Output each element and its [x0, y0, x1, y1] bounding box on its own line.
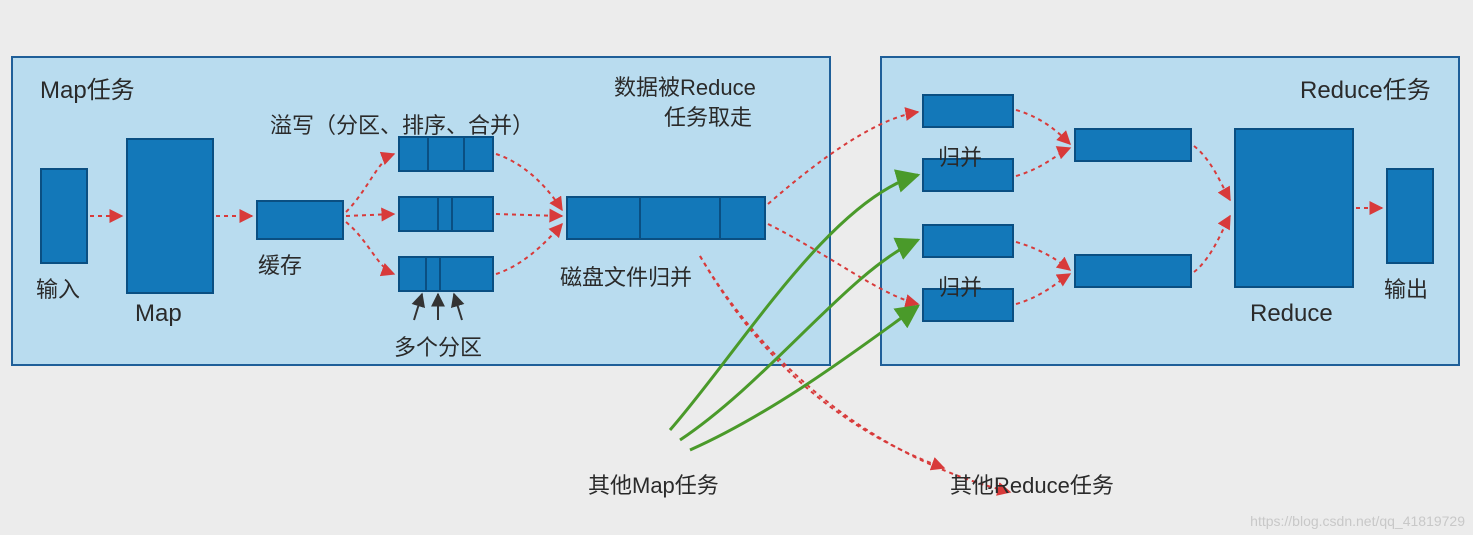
r_in_2a-box — [922, 224, 1014, 258]
output-box — [1386, 168, 1434, 264]
disk-merge-label: 磁盘文件归并 — [560, 260, 692, 292]
spill2-box — [398, 196, 494, 232]
fetched-label-2: 任务取走 — [664, 100, 752, 132]
multi-partition-label: 多个分区 — [394, 330, 482, 362]
spill1-box — [398, 136, 494, 172]
reduce-panel-title: Reduce任务 — [1300, 70, 1431, 105]
diagram-canvas: Map任务 Reduce任务 输入 Map 缓存 溢写（分区、排序、合并） 多个… — [0, 0, 1473, 535]
reduce-box — [1234, 128, 1354, 288]
spill-label: 溢写（分区、排序、合并） — [270, 108, 534, 140]
fetched-label-1: 数据被Reduce — [614, 70, 756, 102]
merge-label-2: 归并 — [938, 270, 982, 302]
output-label: 输出 — [1384, 272, 1428, 304]
other-reduce-label: 其他Reduce任务 — [950, 468, 1114, 500]
map-box — [126, 138, 214, 294]
reduce-label: Reduce — [1250, 300, 1333, 328]
watermark: https://blog.csdn.net/qq_41819729 — [1250, 513, 1465, 529]
input-box — [40, 168, 88, 264]
r_merge1-box — [1074, 128, 1192, 162]
cache-label: 缓存 — [258, 248, 302, 280]
spill3-box — [398, 256, 494, 292]
r_merge2-box — [1074, 254, 1192, 288]
cache-box — [256, 200, 344, 240]
map-label: Map — [135, 300, 182, 328]
input-label: 输入 — [36, 272, 80, 304]
merge-label-1: 归并 — [938, 140, 982, 172]
merged-box — [566, 196, 766, 240]
other-map-label: 其他Map任务 — [588, 468, 719, 500]
map-panel-title: Map任务 — [40, 70, 135, 105]
r_in_1a-box — [922, 94, 1014, 128]
